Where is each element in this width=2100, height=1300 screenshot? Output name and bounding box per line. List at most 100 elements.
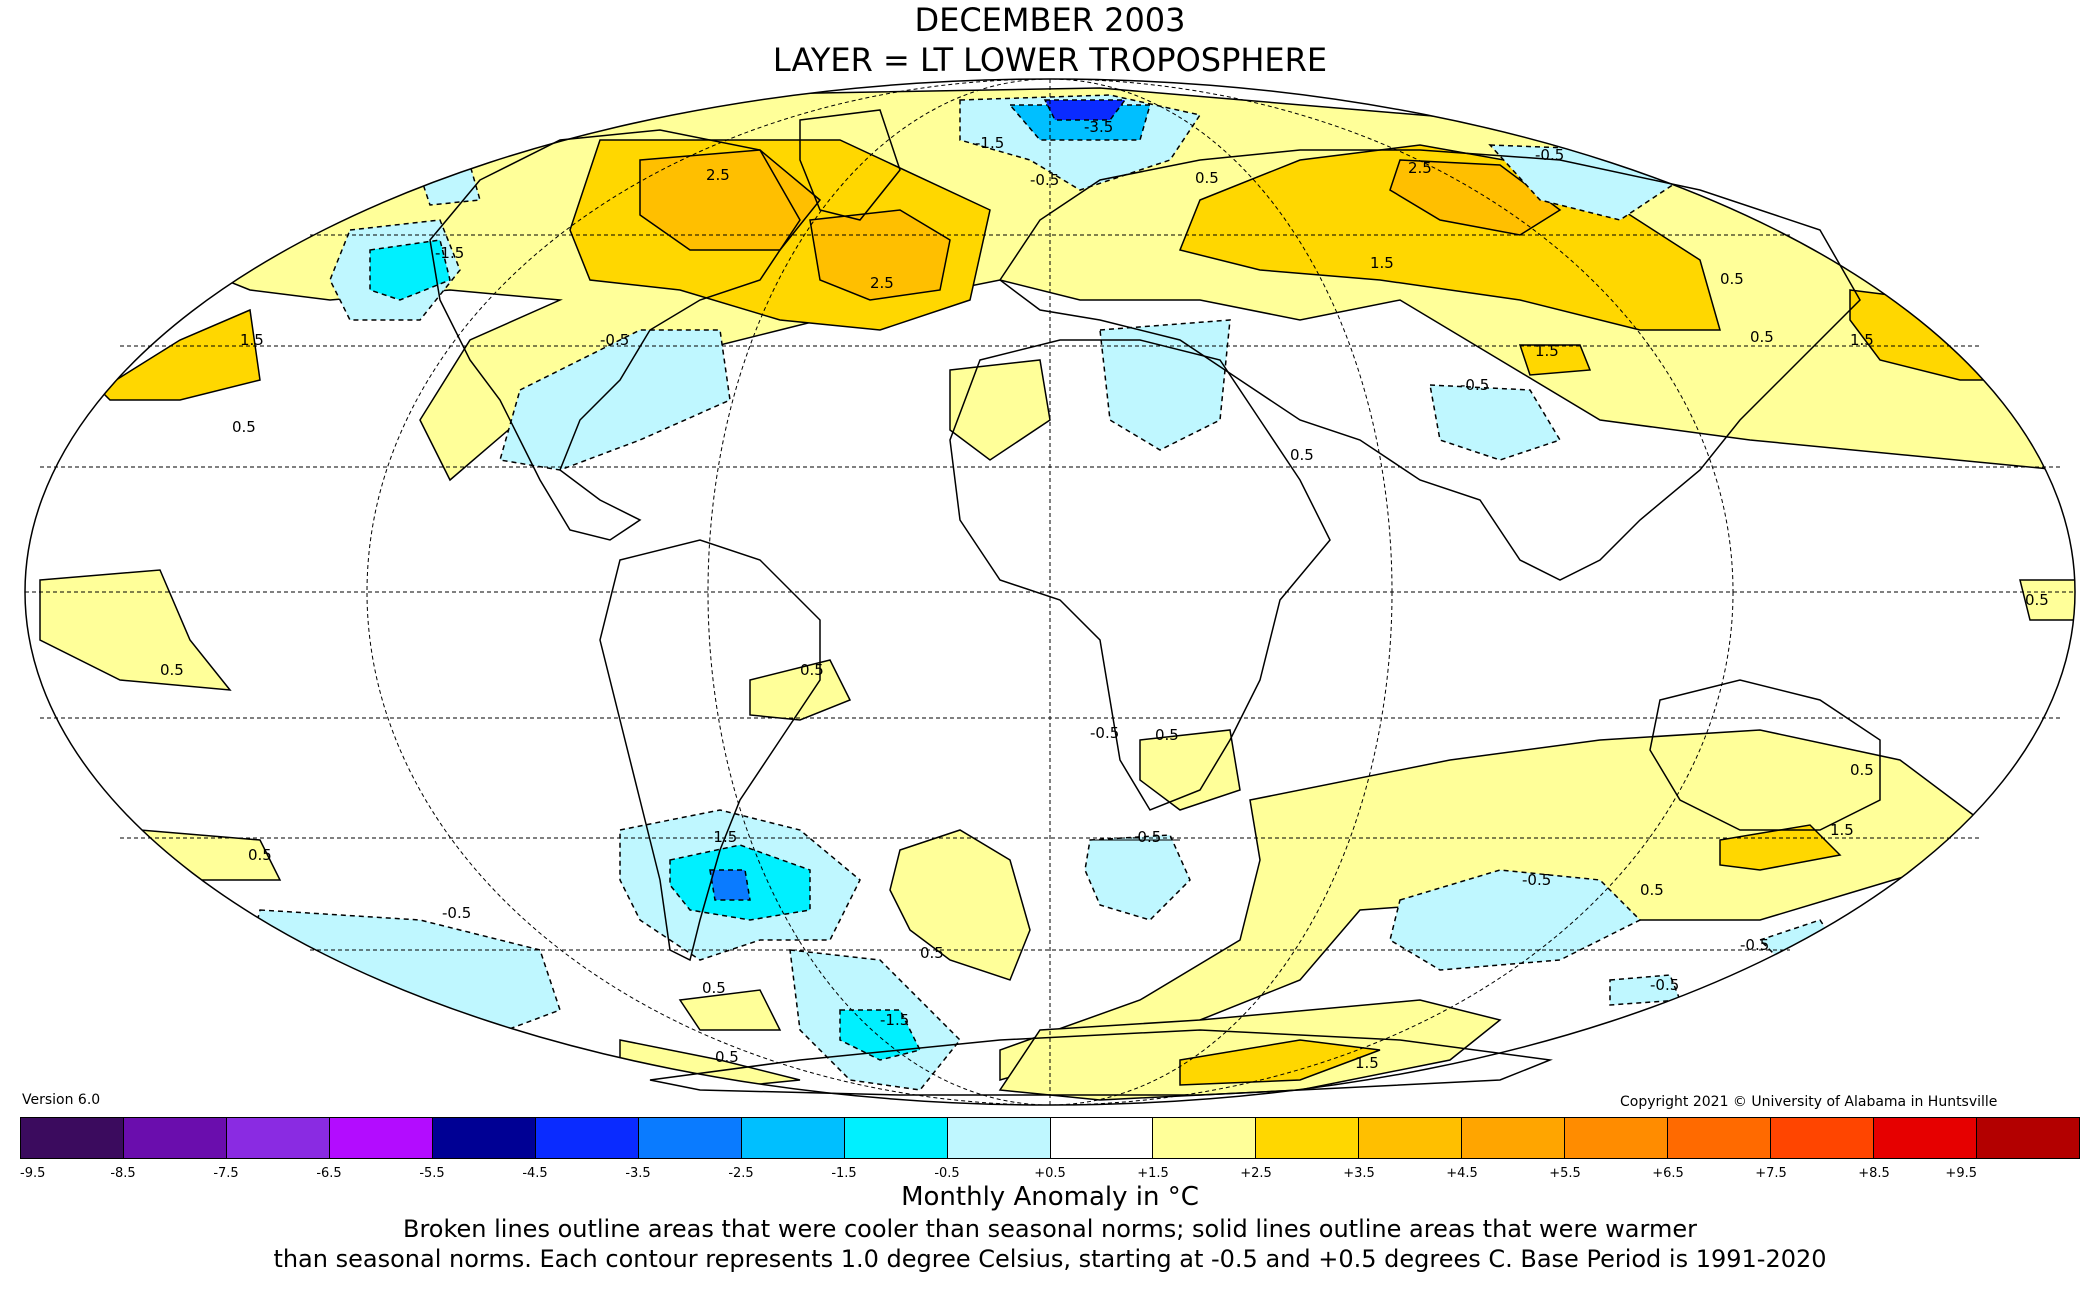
colorbar-segment: [123, 1118, 227, 1158]
anomaly-region-warm: [678, 989, 782, 1031]
colorbar-segment: [1977, 1118, 2080, 1158]
anomaly-region-warm: [949, 359, 1051, 461]
colorbar-tick-label: +1.5: [1137, 1166, 1169, 1181]
colorbar-tick-label: -3.5: [625, 1166, 651, 1181]
contour-label: 0.5: [248, 846, 272, 864]
colorbar-segment: [638, 1118, 742, 1158]
contour-label: 1.5: [1355, 1054, 1379, 1072]
contour-label: 1.5: [1830, 821, 1854, 839]
map-title: DECEMBER 2003: [914, 1, 1186, 39]
anomaly-region-warm: [1389, 159, 1562, 236]
colorbar-tick-label: -8.5: [110, 1166, 136, 1181]
caption-line-1: Broken lines outline areas that were coo…: [403, 1215, 1697, 1243]
contour-label: 1.5: [1850, 331, 1874, 349]
anomaly-region-cool: [1084, 834, 1191, 921]
contour-label: -0.5: [1650, 976, 1679, 994]
contour-label: 0.5: [1720, 270, 1744, 288]
anomaly-region-warm: [1518, 344, 1592, 376]
anomaly-region-warm: [2019, 579, 2075, 621]
colorbar-tick-label: -9.5: [20, 1166, 46, 1181]
contour-label: 2.5: [1408, 159, 1432, 177]
colorbar-tick-label: -2.5: [728, 1166, 754, 1181]
contour-labels: 2.5 -3.5 -1.5 -0.5 0.5 2.5 2.5 -1.5 1.5 …: [160, 118, 2049, 1072]
contour-label: 0.5: [702, 979, 726, 997]
anomaly-region-warm: [1719, 824, 1842, 871]
version-label: Version 6.0: [22, 1092, 101, 1108]
anomaly-region-warm: [1179, 1039, 1381, 1086]
contour-label: -0.5: [1090, 724, 1119, 742]
colorbar-segment: [1359, 1118, 1463, 1158]
anomaly-region-warm: [809, 209, 951, 301]
anomaly-region-cool: [419, 164, 481, 206]
contour-label: 1.5: [1370, 254, 1394, 272]
anomaly-region-cool: [1043, 99, 1127, 121]
coastline-north-america: [429, 129, 801, 541]
map-boundary: [24, 78, 2076, 1106]
contour-label: 1.5: [240, 331, 264, 349]
colorbar: [20, 1117, 2080, 1159]
anomaly-region-cool: [369, 239, 451, 301]
colorbar-segment: [1256, 1118, 1360, 1158]
colorbar-tick-label: +6.5: [1652, 1166, 1684, 1181]
contour-label: -3.5: [1084, 118, 1113, 136]
colorbar-segment: [1462, 1118, 1566, 1158]
anomaly-region-cool: [1389, 869, 1642, 971]
colorbar-segment: [21, 1118, 124, 1158]
caption-line-2: than seasonal norms. Each contour repres…: [273, 1245, 1827, 1273]
colorbar-tick-label: -6.5: [316, 1166, 342, 1181]
contour-label: -0.5: [442, 904, 471, 922]
colorbar-segment: [844, 1118, 948, 1158]
contour-label: -0.5: [1132, 828, 1161, 846]
colorbar-segment: [741, 1118, 845, 1158]
colorbar-segment: [947, 1118, 1051, 1158]
colorbar-tick-label: -7.5: [213, 1166, 239, 1181]
colorbar-tick-label: -1.5: [831, 1166, 857, 1181]
coastline-greenland: [799, 109, 901, 221]
contour-label: -1.5: [880, 1011, 909, 1029]
contour-label: -0.5: [1030, 171, 1059, 189]
colorbar-tick-label: +5.5: [1549, 1166, 1581, 1181]
contour-label: -1.5: [975, 134, 1004, 152]
colorbar-tick-label: -5.5: [419, 1166, 445, 1181]
coastline-africa: [949, 339, 1331, 811]
contour-label: 0.5: [160, 661, 184, 679]
contour-label: 0.5: [715, 1048, 739, 1066]
contour-label: 1.5: [1535, 342, 1559, 360]
colorbar-tick-label: -0.5: [934, 1166, 960, 1181]
colorbar-tick-label: +4.5: [1446, 1166, 1478, 1181]
contour-label: 0.5: [1290, 446, 1314, 464]
contour-label: -0.5: [1740, 936, 1769, 954]
contour-label: 0.5: [1640, 881, 1664, 899]
contour-label: 0.5: [1155, 726, 1179, 744]
coastline-south-america: [599, 539, 821, 962]
contour-label: 0.5: [1750, 328, 1774, 346]
colorbar-ticks: -9.5 -8.5 -7.5 -6.5 -5.5 -4.5 -3.5 -2.5 -1.5 -0.5…: [20, 1166, 2080, 1184]
contour-label: 0.5: [920, 944, 944, 962]
colorbar-segment: [535, 1118, 639, 1158]
colorbar-tick-label: +0.5: [1034, 1166, 1066, 1181]
colorbar-segment: [1668, 1118, 1772, 1158]
colorbar-segment: [1771, 1118, 1875, 1158]
anomaly-region-cool: [839, 1009, 922, 1061]
anomaly-region-cool: [709, 869, 751, 901]
contour-label: -1.5: [435, 244, 464, 262]
anomaly-region-warm: [749, 659, 852, 721]
anomaly-region-cool: [499, 329, 731, 471]
copyright-label: Copyright 2021 © University of Alabama i…: [1620, 1094, 1998, 1110]
colorbar-tick-label: +8.5: [1858, 1166, 1890, 1181]
contour-label: 0.5: [232, 418, 256, 436]
colorbar-tick-label: +9.5: [1945, 1166, 1977, 1181]
contour-label: -0.5: [1535, 146, 1564, 164]
colorbar-tick-label: +7.5: [1755, 1166, 1787, 1181]
contour-label: 2.5: [706, 166, 730, 184]
anomaly-region-warm: [39, 569, 232, 691]
colorbar-segment: [432, 1118, 536, 1158]
contour-label: 0.5: [1195, 169, 1219, 187]
contour-label: 0.5: [1850, 761, 1874, 779]
colorbar-segment: [1874, 1118, 1978, 1158]
anomaly-region-cool: [1609, 974, 1682, 1006]
colorbar-segment: [1050, 1118, 1154, 1158]
anomaly-region-warm: [889, 829, 1031, 981]
colorbar-tick-label: -4.5: [522, 1166, 548, 1181]
